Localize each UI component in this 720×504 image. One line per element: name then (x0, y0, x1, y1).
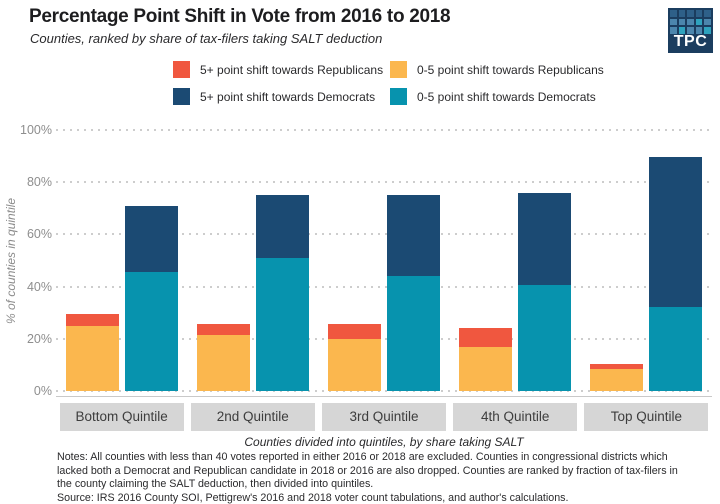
gridline (56, 129, 712, 131)
logo-square-icon (687, 10, 694, 17)
y-axis-title: % of counties in quintile (4, 197, 18, 324)
republican-bar-2 (196, 324, 250, 391)
republican-bar-5 (590, 363, 644, 391)
source-text: Source: IRS 2016 County SOI, Pettigrew's… (57, 492, 569, 504)
democrat-bar-3 (387, 195, 440, 391)
logo-square-icon (670, 10, 677, 17)
legend-swatch-icon (173, 88, 190, 105)
bar-segment (459, 328, 513, 347)
bar-segment (196, 324, 250, 335)
legend-item: 0-5 point shift towards Republicans (390, 61, 604, 78)
legend-swatch-icon (390, 61, 407, 78)
gridline (56, 181, 712, 184)
logo-square-icon (670, 27, 677, 34)
gridline (56, 233, 712, 236)
legend-item: 5+ point shift towards Republicans (173, 61, 390, 78)
democrat-bar-4 (518, 192, 572, 391)
bar-segment (328, 324, 381, 339)
bar-segment (196, 334, 250, 391)
x-category-label: Bottom Quintile (59, 403, 184, 431)
legend-label: 5+ point shift towards Democrats (200, 89, 376, 104)
legend-label: 0-5 point shift towards Democrats (417, 89, 596, 104)
notes-text: Notes: All counties with less than 40 vo… (57, 451, 678, 491)
democrat-bar-1 (124, 205, 178, 391)
bar-segment (387, 195, 440, 277)
bar-segment (590, 363, 644, 369)
x-axis-line (56, 396, 712, 397)
gridline (56, 337, 712, 340)
logo-square-icon (704, 10, 711, 17)
bar-segment (65, 325, 119, 391)
bar-segment (124, 272, 178, 391)
chart-title: Percentage Point Shift in Vote from 2016… (29, 6, 451, 27)
bar-segment (65, 314, 119, 326)
plot-area (56, 129, 712, 392)
bar-segment (459, 346, 513, 391)
logo-square-icon (687, 27, 694, 34)
logo-square-icon (687, 18, 694, 26)
gridline (56, 390, 712, 392)
bar-segment (518, 192, 572, 286)
logo-square-icon (695, 10, 703, 17)
gridline (56, 285, 712, 288)
y-tick-label: 40% (26, 279, 52, 294)
legend-item: 5+ point shift towards Democrats (173, 88, 390, 105)
x-axis-title: Counties divided into quintiles, by shar… (244, 435, 524, 449)
logo-square-icon (695, 18, 703, 26)
logo-square-icon (695, 27, 703, 34)
tpc-logo-text: TPC (673, 33, 708, 50)
bar-segment (255, 195, 309, 258)
y-tick-label: 100% (20, 123, 52, 137)
x-category-label: 4th Quintile (453, 403, 578, 431)
democrat-bar-2 (255, 195, 309, 391)
bar-segment (255, 257, 309, 391)
y-tick-label: 80% (26, 175, 52, 190)
logo-square-icon (678, 10, 686, 17)
legend-item: 0-5 point shift towards Democrats (390, 88, 604, 105)
legend-label: 0-5 point shift towards Republicans (417, 62, 604, 77)
tpc-logo: TPC (668, 8, 713, 53)
legend-label: 5+ point shift towards Republicans (200, 62, 384, 77)
y-tick-label: 20% (26, 331, 52, 346)
y-tick-label: 0% (33, 384, 52, 398)
bar-segment (649, 307, 703, 391)
x-category-label: Top Quintile (584, 403, 709, 431)
bar-segment (387, 276, 440, 391)
tpc-logo-grid-icon (670, 10, 711, 34)
bar-segment (518, 285, 572, 391)
bar-segment (124, 205, 178, 273)
chart-legend: 5+ point shift towards Republicans 0-5 po… (173, 61, 604, 105)
republican-bar-1 (65, 314, 119, 391)
legend-swatch-icon (173, 61, 190, 78)
republican-bar-3 (328, 324, 381, 391)
bar-segment (649, 157, 703, 308)
bar-segment (590, 368, 644, 391)
logo-square-icon (678, 18, 686, 26)
y-tick-label: 60% (26, 227, 52, 242)
logo-square-icon (704, 27, 711, 34)
republican-bar-4 (459, 328, 513, 391)
legend-swatch-icon (390, 88, 407, 105)
x-category-label: 3rd Quintile (322, 403, 446, 431)
logo-square-icon (678, 27, 686, 34)
logo-square-icon (670, 18, 677, 26)
x-category-label: 2nd Quintile (190, 403, 315, 431)
chart-subtitle: Counties, ranked by share of tax-filers … (30, 31, 383, 46)
democrat-bar-5 (649, 157, 703, 391)
logo-square-icon (704, 18, 711, 26)
bar-segment (328, 338, 381, 391)
